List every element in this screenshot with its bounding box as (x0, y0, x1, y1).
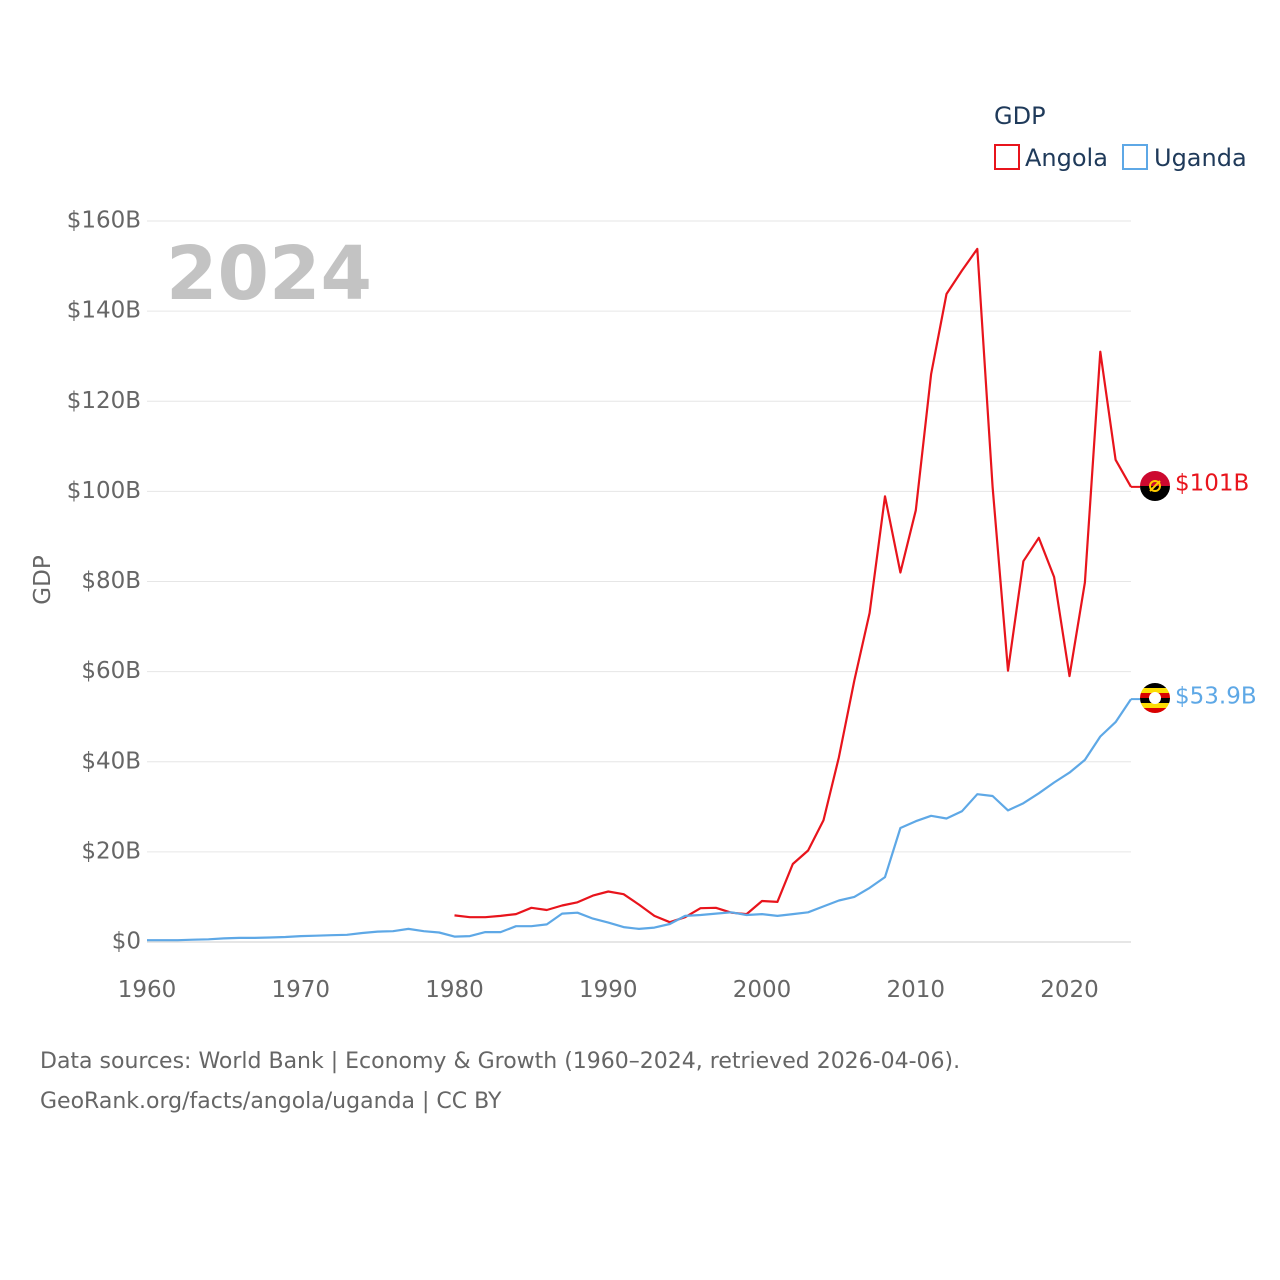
x-tick-label: 2010 (886, 977, 945, 1003)
y-axis-label: GDP (30, 555, 56, 605)
y-tick-label: $80B (81, 568, 141, 594)
legend-item-uganda[interactable]: Uganda (1122, 144, 1247, 172)
end-value-label-angola: $101B (1175, 471, 1249, 497)
source-note: Data sources: World Bank | Economy & Gro… (40, 1042, 960, 1122)
series-lines (147, 247, 1140, 942)
legend-label-angola: Angola (1025, 144, 1108, 172)
uganda-flag-icon (1140, 683, 1170, 713)
source-line-1: Data sources: World Bank | Economy & Gro… (40, 1049, 961, 1074)
y-tick-label: $100B (67, 478, 141, 504)
source-line-2[interactable]: GeoRank.org/facts/angola/uganda | CC BY (40, 1089, 502, 1114)
x-tick-label: 1990 (579, 977, 638, 1003)
y-tick-label: $40B (81, 748, 141, 774)
legend: GDP Angola Uganda (994, 102, 1247, 172)
y-tick-label: $140B (67, 298, 141, 324)
gdp-line-chart: $0 $20B $40B $60B $80B $100B $120B $140B $160B 1… (30, 102, 1257, 1003)
legend-item-angola[interactable]: Angola (994, 144, 1108, 172)
y-tick-label: $20B (81, 838, 141, 864)
y-tick-label: $160B (67, 208, 141, 234)
y-tick-label: $120B (67, 388, 141, 414)
series-line-uganda[interactable] (147, 698, 1132, 942)
legend-swatch-uganda (1122, 144, 1148, 170)
y-tick-label: $0 (112, 929, 141, 955)
legend-swatch-angola (994, 144, 1020, 170)
x-tick-label: 2000 (733, 977, 792, 1003)
y-gridlines (147, 220, 1131, 943)
series-line-angola[interactable] (454, 247, 1132, 924)
angola-flag-icon (1140, 471, 1170, 501)
y-axis-ticks: $0 $20B $40B $60B $80B $100B $120B $140B $160B (67, 208, 141, 955)
legend-label-uganda: Uganda (1154, 144, 1247, 172)
x-tick-label: 1960 (118, 977, 177, 1003)
end-value-label-uganda: $53.9B (1175, 684, 1257, 710)
x-tick-label: 1970 (271, 977, 330, 1003)
year-watermark: 2024 (166, 231, 372, 317)
x-tick-label: 1980 (425, 977, 484, 1003)
x-tick-label: 2020 (1040, 977, 1099, 1003)
y-tick-label: $60B (81, 658, 141, 684)
x-axis-ticks: 1960 1970 1980 1990 2000 2010 2020 (118, 977, 1099, 1003)
legend-title: GDP (994, 102, 1046, 130)
